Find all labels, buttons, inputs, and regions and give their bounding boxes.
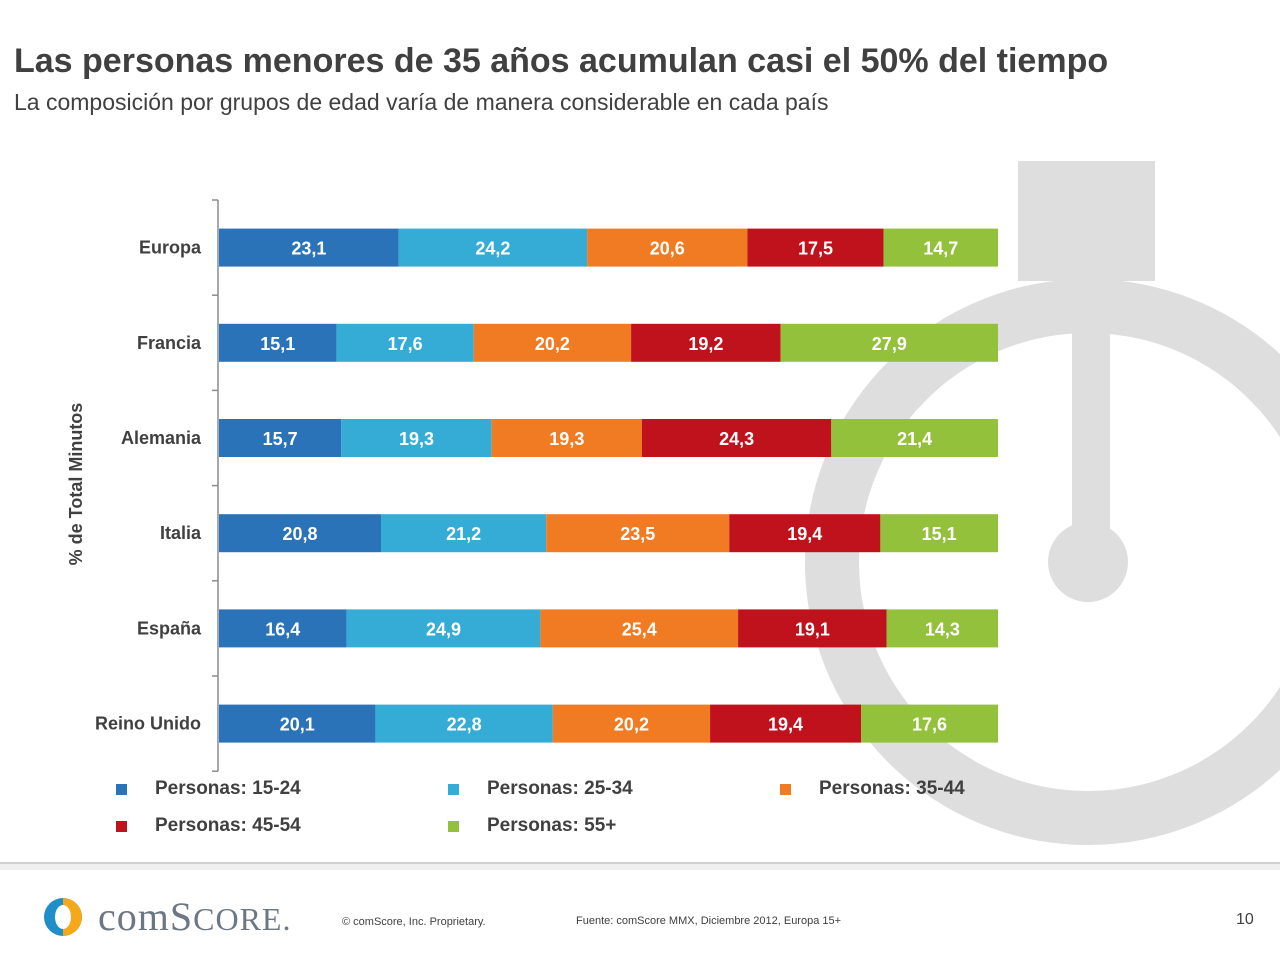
- bar-segment: [219, 514, 382, 553]
- data-label: 21,4: [897, 429, 932, 449]
- data-label: 16,4: [265, 619, 300, 639]
- data-label: 19,1: [795, 619, 830, 639]
- page-number: 10: [1236, 911, 1254, 928]
- bar-segment: [219, 609, 347, 648]
- footer-band: [0, 864, 1280, 870]
- bar-segment: [398, 228, 588, 267]
- footer-source: Fuente: comScore MMX, Diciembre 2012, Eu…: [576, 915, 842, 927]
- bar-segment: [886, 609, 998, 648]
- data-label: 21,2: [446, 524, 481, 544]
- stopwatch-crown: [1018, 161, 1155, 281]
- bar-segment: [546, 514, 730, 553]
- comscore-logo-text: comSCORE.: [98, 894, 292, 939]
- bar-segment: [540, 609, 739, 648]
- comscore-logo-icon: [44, 897, 82, 936]
- bar-segment: [587, 228, 748, 267]
- data-label: 14,3: [925, 619, 960, 639]
- bar-segment: [861, 704, 998, 743]
- data-label: 20,8: [282, 524, 317, 544]
- bar-segment: [491, 419, 642, 457]
- data-label: 24,3: [719, 429, 754, 449]
- data-label: 25,4: [622, 619, 657, 639]
- bar-segment: [346, 609, 541, 648]
- data-label: 19,2: [688, 334, 723, 354]
- category-label: España: [137, 618, 202, 638]
- data-label: 19,4: [768, 715, 803, 735]
- data-label: 24,2: [475, 239, 510, 259]
- category-label: Reino Unido: [95, 714, 201, 734]
- footer-copyright: © comScore, Inc. Proprietary.: [342, 916, 486, 928]
- data-label: 15,7: [263, 429, 298, 449]
- bar-segment: [880, 514, 998, 553]
- data-label: 19,3: [399, 429, 434, 449]
- y-axis-label: % de Total Minutos: [66, 403, 86, 566]
- bar-segment: [341, 419, 492, 457]
- category-label: Italia: [160, 523, 202, 543]
- bar-segment: [738, 609, 887, 648]
- data-label: 17,6: [388, 334, 423, 354]
- page-title: Las personas menores de 35 años acumulan…: [14, 42, 1109, 80]
- bar-segment: [747, 228, 884, 267]
- data-label: 14,7: [923, 239, 958, 259]
- bar-segment: [219, 704, 376, 743]
- bar-segment: [729, 514, 881, 553]
- stopwatch-pivot: [1048, 522, 1128, 602]
- chart-axis: Europa Francia Alemania Italia España Reino U…: [95, 199, 219, 772]
- bar-segment: [831, 419, 998, 457]
- category-label: Europa: [139, 238, 202, 258]
- bar-segment: [710, 704, 862, 743]
- data-label: 20,1: [280, 715, 315, 735]
- stopwatch-hand: [1072, 320, 1110, 560]
- bar-segment: [219, 228, 399, 267]
- data-label: 19,3: [549, 429, 584, 449]
- data-label: 17,6: [912, 715, 947, 735]
- data-label: 20,2: [535, 334, 570, 354]
- data-label: 19,4: [787, 524, 822, 544]
- data-label: 22,8: [447, 715, 482, 735]
- bar-segment: [381, 514, 547, 553]
- data-label: 27,9: [872, 334, 907, 354]
- footer-divider: [0, 862, 1280, 864]
- bar-segment: [219, 419, 342, 457]
- data-label: 23,1: [291, 239, 326, 259]
- bar-segment: [219, 323, 337, 362]
- page-subtitle: La composición por grupos de edad varía …: [14, 89, 829, 115]
- data-label: 23,5: [620, 524, 655, 544]
- data-label: 15,1: [260, 334, 295, 354]
- data-label: 24,9: [426, 619, 461, 639]
- comscore-logo: comSCORE.: [42, 893, 291, 940]
- bar-segment: [336, 323, 474, 362]
- category-label: Alemania: [121, 428, 202, 448]
- data-label: 15,1: [922, 524, 957, 544]
- data-label: 20,6: [650, 239, 685, 259]
- chart-bars: 23,1 24,2 20,6 17,5 14,7 15,1 17,6 20,2 19,2 27,9…: [219, 228, 998, 743]
- bar-segment: [375, 704, 553, 743]
- bar-segment: [552, 704, 711, 743]
- category-label: Francia: [137, 333, 202, 353]
- bar-segment: [631, 323, 781, 362]
- bar-segment: [780, 323, 998, 362]
- bar-segment: [641, 419, 832, 457]
- data-label: 20,2: [614, 715, 649, 735]
- stopwatch-ring: [805, 279, 1280, 845]
- data-label: 17,5: [798, 239, 833, 259]
- bar-segment: [473, 323, 632, 362]
- bar-segment: [883, 228, 998, 267]
